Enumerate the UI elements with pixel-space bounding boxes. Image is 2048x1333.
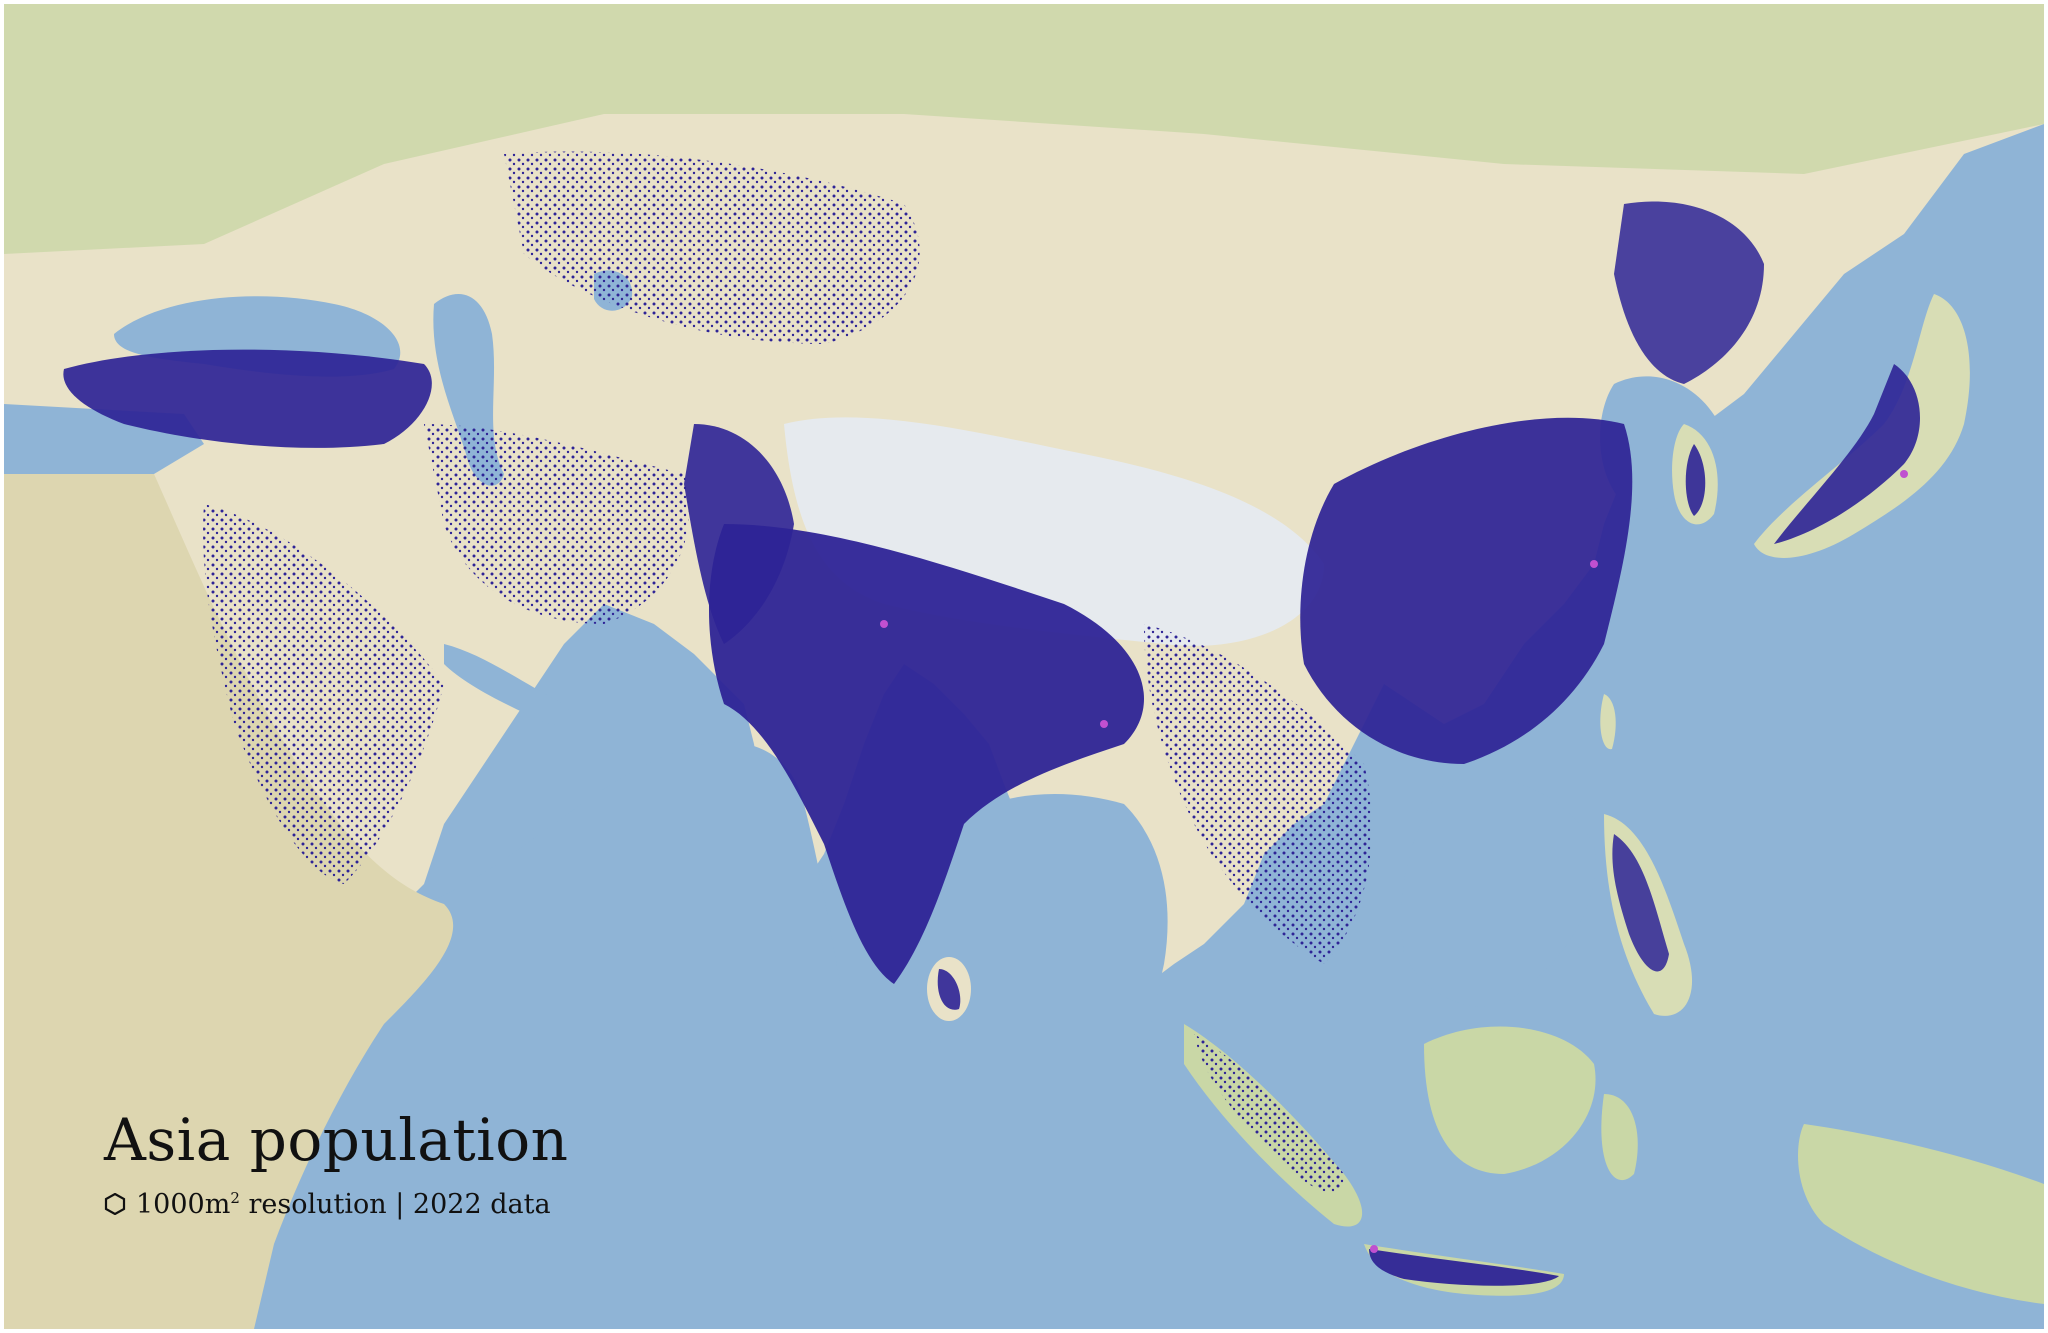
map-title: Asia population [104,1106,569,1174]
population-arabia [203,504,444,884]
urban-hotspot [880,620,888,628]
bay-of-bengal [913,794,1168,1054]
urban-hotspot [1590,560,1598,568]
persian-gulf [444,644,571,725]
urban-hotspot [1900,470,1908,478]
hexagon-icon [104,1193,126,1216]
population-central-asia [504,151,920,344]
urban-hotspot [1100,720,1108,728]
population-java [1369,1249,1559,1286]
population-philippines [1612,834,1669,972]
siberia-vegetation [4,4,2044,254]
subtitle-separator: | [395,1188,405,1220]
population-iran [424,424,690,624]
land-borneo [1424,1026,1596,1174]
population-turkey-middle-east [63,349,432,448]
population-korea [1685,444,1706,516]
asia-population-map[interactable] [4,4,2044,1329]
land-japan [1754,294,1970,558]
population-china-east [1300,417,1633,764]
population-sumatra [1194,1034,1344,1193]
data-year-text: 2022 data [412,1188,551,1220]
south-china-sea [1401,777,1596,1007]
resolution-word: resolution [248,1188,387,1220]
population-sri-lanka [937,969,961,1010]
population-manchuria [1614,201,1764,384]
resolution-superscript: 2 [230,1188,240,1207]
land-new-guinea [1798,1124,2044,1304]
map-frame: Asia population 1000m2 resolution | 2022… [4,4,2044,1329]
map-subtitle: 1000m2 resolution | 2022 data [104,1189,569,1220]
land-africa [4,474,454,1329]
map-title-block: Asia population 1000m2 resolution | 2022… [104,1106,569,1220]
urban-hotspot [1370,1245,1378,1253]
resolution-value: 1000m2 [136,1188,240,1220]
land-taiwan [1600,694,1616,750]
population-japan [1774,364,1921,544]
arabian-sea [234,742,844,1329]
population-india [709,524,1144,984]
population-pakistan [684,424,794,644]
population-southeast-asia [1144,624,1372,964]
land-sulawesi [1601,1094,1638,1181]
